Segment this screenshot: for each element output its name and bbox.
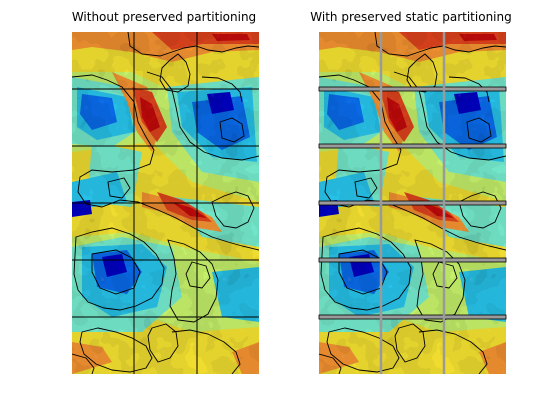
left-partition-grid <box>72 32 259 374</box>
left-panel <box>72 32 259 374</box>
right-grid-hband <box>318 143 507 149</box>
right-panel <box>318 32 507 374</box>
left-panel-title: Without preserved partitioning <box>71 10 257 24</box>
right-grid-hband <box>318 86 507 92</box>
right-grid-hband <box>318 200 507 206</box>
right-grid-hband <box>318 257 507 263</box>
right-panel-title: With preserved static partitioning <box>310 10 512 24</box>
right-grid-hband <box>318 314 507 320</box>
right-partition-grid <box>318 32 507 374</box>
